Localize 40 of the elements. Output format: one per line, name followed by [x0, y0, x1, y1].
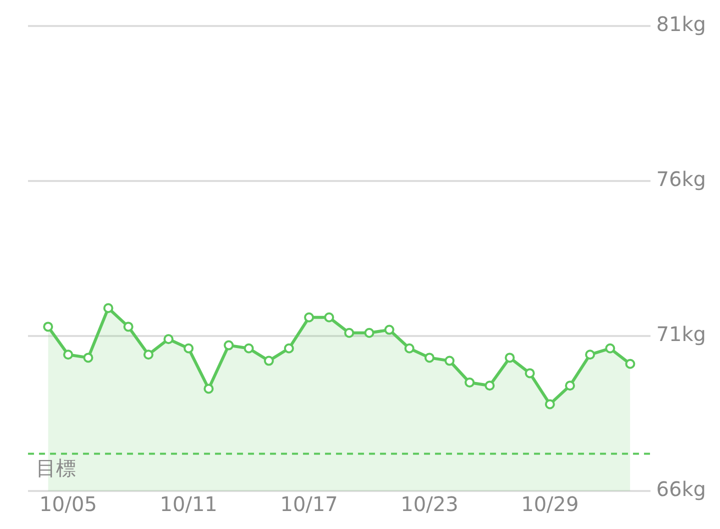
point: [284, 343, 294, 354]
point: [143, 350, 154, 360]
y-tick-label: 81kg: [656, 12, 706, 36]
point: [204, 384, 214, 394]
point: [364, 328, 374, 338]
x-tick-label: 10/11: [160, 492, 218, 516]
y-tick-label: 66kg: [656, 477, 706, 502]
y-tick-label: 76kg: [656, 167, 706, 192]
point: [103, 303, 114, 314]
point: [504, 352, 515, 363]
point: [324, 312, 334, 322]
x-tick-label: 10/23: [400, 492, 458, 516]
point: [344, 328, 354, 338]
point: [224, 340, 234, 350]
point: [464, 378, 475, 388]
x-tick-label: 10/17: [280, 492, 338, 516]
point: [404, 343, 414, 354]
point: [164, 334, 174, 344]
point: [424, 352, 434, 363]
point: [625, 358, 636, 369]
point: [605, 343, 616, 354]
point: [585, 350, 596, 360]
y-tick-label: 71kg: [656, 322, 706, 346]
x-tick-label: 10/29: [521, 492, 579, 516]
point: [384, 324, 394, 335]
ref-line-label: 目標: [36, 456, 76, 480]
point: [484, 380, 495, 391]
point: [444, 356, 455, 366]
point: [524, 368, 535, 378]
x-tick-label: 10/05: [39, 492, 97, 516]
point: [544, 399, 555, 410]
point: [83, 352, 94, 363]
point: [63, 350, 74, 360]
point: [244, 343, 254, 354]
point: [304, 312, 314, 322]
point: [264, 356, 274, 366]
point: [564, 380, 575, 391]
point: [123, 322, 134, 332]
point: [43, 322, 54, 332]
point: [184, 343, 194, 354]
